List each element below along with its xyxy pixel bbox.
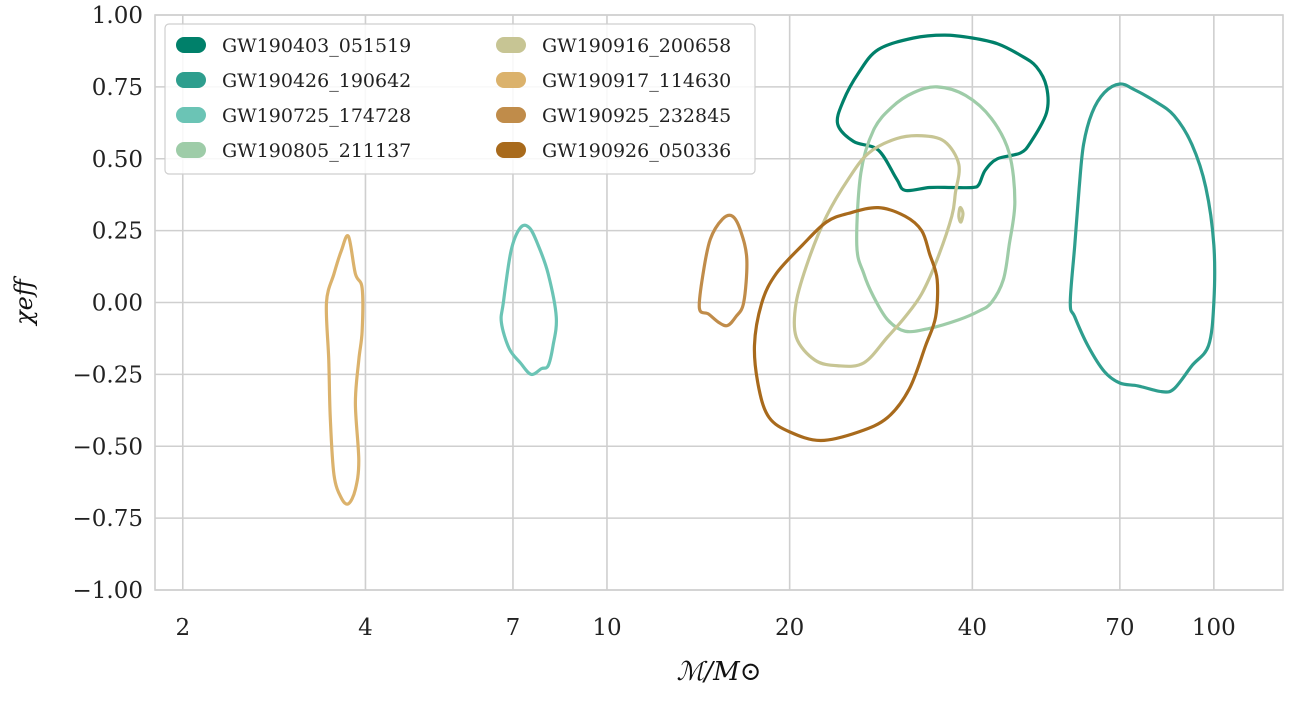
y-tick-label: 0.25 (92, 219, 143, 245)
plot-frame (154, 14, 1284, 591)
y-tick-label: −0.25 (73, 362, 143, 388)
legend-label: GW190725_174728 (222, 105, 411, 127)
x-tick-label: 70 (1105, 615, 1134, 641)
x-axis-label: ℳ/M⊙ (677, 657, 762, 687)
y-tick-label: −0.75 (73, 506, 143, 532)
legend-label: GW190917_114630 (542, 70, 731, 92)
y-tick-label: 0.50 (92, 147, 143, 173)
contour-layer (324, 33, 1217, 506)
legend-label: GW190403_051519 (222, 35, 411, 57)
x-tick-label: 4 (358, 615, 373, 641)
x-tick-label: 10 (592, 615, 621, 641)
contour-GW190926_050336 (752, 206, 940, 443)
contour-GW190725_174728 (499, 223, 559, 377)
legend-swatch (176, 142, 206, 158)
legend-swatch (496, 37, 526, 53)
x-tick-labels: 2 4 7 10 20 40 70 100 (175, 615, 1235, 641)
legend-label: GW190805_211137 (222, 140, 411, 162)
legend-swatch (496, 72, 526, 88)
y-tick-label: 0.75 (92, 75, 143, 101)
x-tick-label: 40 (958, 615, 987, 641)
contour-GW190403_051519 (835, 33, 1050, 193)
y-axis-label: χeff (10, 275, 38, 327)
legend-box (164, 23, 756, 175)
x-tick-label: 100 (1192, 615, 1236, 641)
contour-GW190916_200658 (792, 133, 961, 368)
legend-swatch (176, 72, 206, 88)
contour-GW190925_232845 (697, 213, 749, 328)
legend-swatch (496, 107, 526, 123)
x-tick-label: 20 (775, 615, 804, 641)
x-tick-label: 7 (506, 615, 521, 641)
y-tick-labels: −1.00 −0.75 −0.50 −0.25 0.00 0.25 0.50 0.75 1.00 (73, 3, 143, 604)
y-tick-label: −1.00 (73, 578, 143, 604)
contour-GW190917_114630 (324, 234, 365, 506)
legend-swatch (176, 37, 206, 53)
y-tick-label: −0.50 (73, 434, 143, 460)
y-tick-label: 0.00 (92, 291, 143, 317)
contour-GW190426_190642 (1068, 82, 1217, 394)
x-tick-label: 2 (175, 615, 190, 641)
legend-label: GW190426_190642 (222, 70, 411, 92)
legend-label: GW190916_200658 (542, 35, 731, 57)
legend-swatch (176, 107, 206, 123)
contour-GW190805_211137 (855, 85, 1017, 334)
legend-label: GW190925_232845 (542, 105, 731, 127)
legend: GW190403_051519 GW190426_190642 GW190725_1… (164, 23, 756, 175)
legend-label: GW190926_050336 (542, 140, 731, 162)
y-tick-label: 1.00 (92, 3, 143, 29)
contour-GW190916_200658 (957, 206, 965, 224)
legend-swatch (496, 142, 526, 158)
